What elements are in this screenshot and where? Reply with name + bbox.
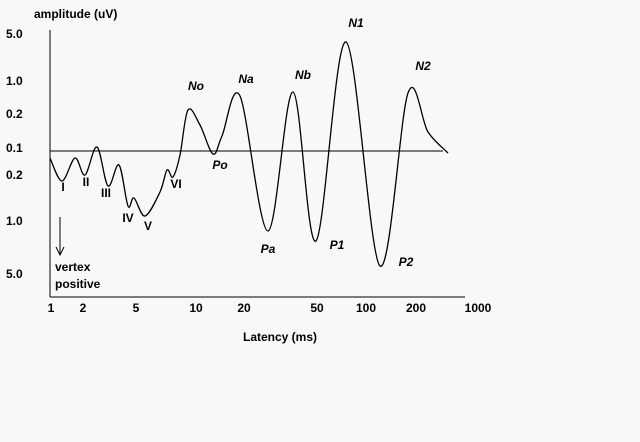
peak-label: IV: [122, 211, 133, 225]
x-tick-label: 20: [237, 301, 251, 315]
y-tick-label: 0.2: [6, 168, 23, 182]
peak-label: Nb: [295, 68, 311, 82]
peak-label: Na: [238, 72, 254, 86]
peak-label: N2: [415, 59, 431, 73]
x-tick-label: 1000: [465, 301, 492, 315]
peak-label: I: [61, 180, 64, 194]
y-tick-label: 1.0: [6, 214, 23, 228]
peak-label: N1: [348, 16, 364, 30]
x-tick-label: 2: [80, 301, 87, 315]
y-tick-label: 5.0: [6, 27, 23, 41]
y-tick-label: 1.0: [6, 74, 23, 88]
x-tick-label: 5: [133, 301, 140, 315]
peak-label: III: [101, 186, 111, 200]
y-tick-label: 0.1: [6, 141, 23, 155]
x-tick-label: 1: [48, 301, 55, 315]
x-axis-title: Latency (ms): [243, 330, 317, 344]
peak-label: Po: [212, 158, 227, 172]
y-axis-title: amplitude (uV): [34, 7, 117, 21]
y-tick-label: 5.0: [6, 267, 23, 281]
y-tick-label: 0.2: [6, 107, 23, 121]
x-tick-label: 10: [189, 301, 203, 315]
peak-label: II: [83, 175, 90, 189]
peak-label: P2: [399, 255, 414, 269]
x-tick-label: 100: [356, 301, 376, 315]
x-tick-label: 50: [310, 301, 324, 315]
x-tick-label: 200: [406, 301, 426, 315]
peak-label: Pa: [261, 242, 276, 256]
peak-label: V: [144, 219, 152, 233]
peak-label: VI: [170, 177, 181, 191]
arrow-label: positive: [55, 277, 101, 291]
waveform: [49, 41, 449, 267]
arrow-label: vertex: [55, 260, 91, 274]
peak-label: No: [188, 79, 204, 93]
arrow-head: [55, 246, 65, 257]
peak-label: P1: [330, 238, 345, 252]
